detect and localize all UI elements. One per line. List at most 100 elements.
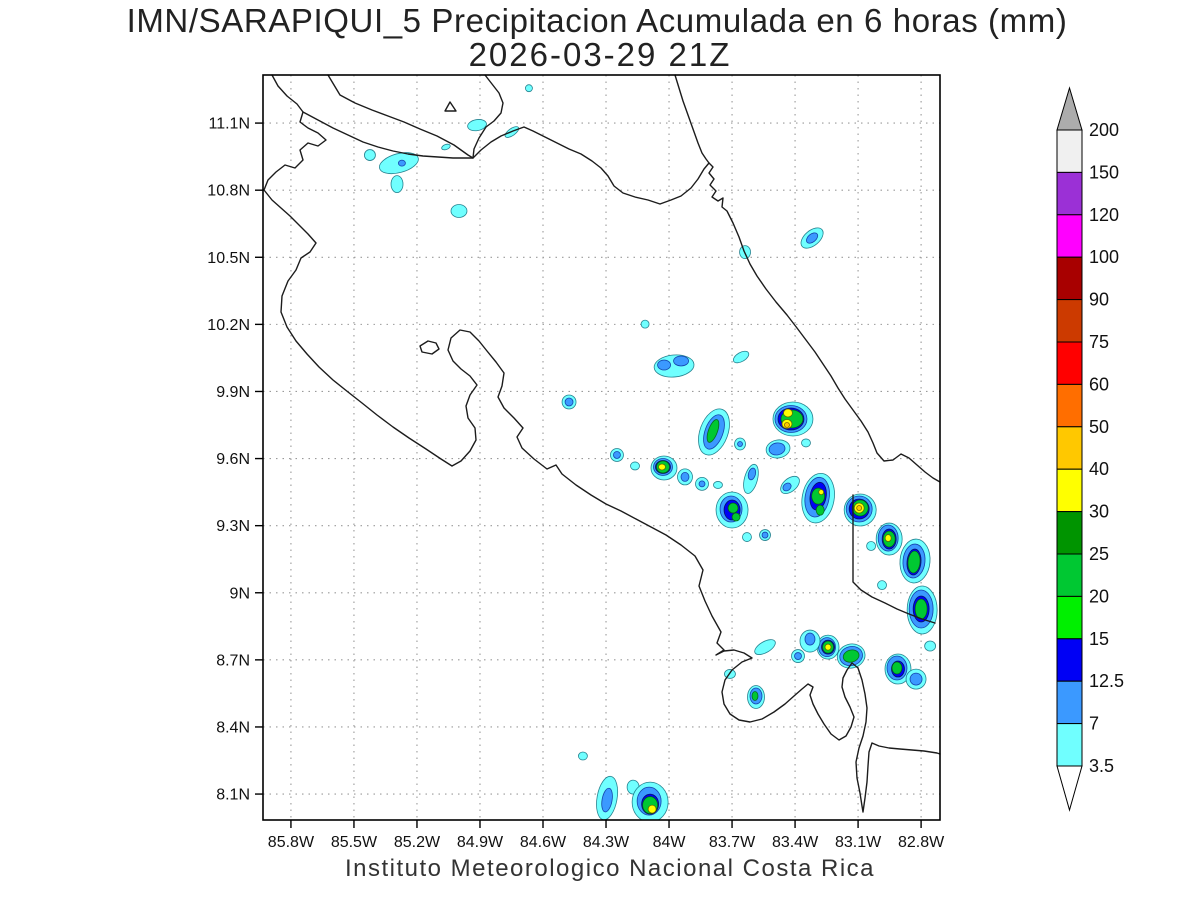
precip-cell xyxy=(610,448,624,462)
precip-contour-level-7 xyxy=(613,451,621,459)
colorbar-label: 7 xyxy=(1089,714,1099,734)
precip-contour-level-3.5 xyxy=(630,461,640,471)
precip-cell xyxy=(799,629,821,653)
precip-cell xyxy=(640,319,650,329)
precip-contour-level-7 xyxy=(804,632,816,646)
colorbar-segment xyxy=(1056,468,1083,513)
precip-contour-level-7 xyxy=(673,355,689,367)
border-panama xyxy=(852,494,936,624)
colorbar-label: 150 xyxy=(1089,162,1119,182)
lat-tick-label: 11.1N xyxy=(208,116,250,133)
precip-cell xyxy=(653,354,695,378)
precip-cell xyxy=(801,438,811,448)
precip-contour-level-3.5 xyxy=(467,119,487,132)
lat-tick-label: 10.5N xyxy=(207,250,250,267)
colorbar-label: 30 xyxy=(1089,502,1109,522)
precip-contour-level-7 xyxy=(698,480,706,488)
precip-cell xyxy=(561,394,577,410)
precip-contour-level-3.5 xyxy=(732,350,750,364)
precip-contour-level-3.5 xyxy=(364,149,376,161)
precip-contour-level-7 xyxy=(806,232,819,244)
precip-cell xyxy=(441,143,451,151)
precip-cell xyxy=(875,522,903,556)
precip-cell xyxy=(695,476,709,491)
precip-cell xyxy=(843,493,877,527)
map-footer: Instituto Meteorologico Nacional Costa R… xyxy=(345,855,875,882)
precip-cell xyxy=(698,408,730,456)
lon-tick-label: 83.7W xyxy=(709,834,756,851)
precip-contour-level-20 xyxy=(727,502,739,514)
coastline-lake-nicaragua xyxy=(327,74,504,159)
colorbar-segment xyxy=(1056,426,1083,470)
precip-contour-level-30 xyxy=(818,489,825,496)
lat-tick-label: 9.9N xyxy=(216,384,250,401)
colorbar-segment xyxy=(1056,171,1083,216)
colorbar-segment xyxy=(1056,680,1083,725)
precip-cell xyxy=(364,149,376,161)
island-chira xyxy=(419,340,440,355)
precip-cell xyxy=(713,481,723,489)
coastline-nicaragua-caribbean xyxy=(674,74,710,164)
precip-contour-level-3.5 xyxy=(578,751,588,761)
colorbar-arrow-top xyxy=(1056,86,1083,131)
precip-cell xyxy=(715,491,749,529)
lon-tick-label: 84W xyxy=(653,834,687,851)
colorbar-label: 120 xyxy=(1089,205,1119,225)
precip-cell xyxy=(677,468,693,486)
colorbar-legend: 200 150 120 100 90 75 60 50 40 30 25 20 15 12.5 7 3.5 xyxy=(1056,86,1124,812)
precip-contour-level-3.5 xyxy=(866,541,877,551)
precip-contour-level-20 xyxy=(706,419,720,443)
precip-contour-level-7 xyxy=(909,672,923,686)
lat-tick-label: 9N xyxy=(230,585,250,602)
colorbar-segment xyxy=(1056,341,1083,385)
colorbar-label: 200 xyxy=(1089,120,1119,140)
precip-contour-level-20 xyxy=(907,550,921,574)
precip-contour-level-7 xyxy=(794,652,802,660)
precip-cell xyxy=(816,634,840,660)
colorbar-label: 40 xyxy=(1089,459,1109,479)
colorbar-segment xyxy=(1056,256,1083,301)
precip-contour-level-3.5 xyxy=(877,580,887,591)
island-ometepe xyxy=(444,101,457,112)
precip-cell xyxy=(742,532,752,542)
precip-contour-level-30 xyxy=(824,643,832,651)
precip-cell xyxy=(801,472,835,524)
precip-contour-level-7 xyxy=(564,397,574,407)
precip-cell xyxy=(877,580,887,591)
precip-contour-level-7 xyxy=(657,359,671,371)
precip-contour-level-7 xyxy=(737,441,743,447)
precip-contour-level-7 xyxy=(768,442,786,456)
precip-contour-level-3.5 xyxy=(525,84,533,93)
precip-contour-level-20 xyxy=(914,598,928,620)
precip-contour-level-3.5 xyxy=(450,204,468,218)
precip-cell xyxy=(650,455,678,481)
lat-tick-label: 10.2N xyxy=(207,317,250,334)
precip-cell xyxy=(765,439,791,459)
lat-tick-label: 9.6N xyxy=(216,451,250,468)
colorbar-label: 25 xyxy=(1089,544,1109,564)
map-subtitle: 2026-03-29 21Z xyxy=(469,36,732,73)
precip-contour-level-3.5 xyxy=(924,640,937,652)
precip-cell xyxy=(747,685,765,709)
coastlines xyxy=(263,74,941,813)
precip-cell xyxy=(759,529,771,541)
lat-tick-label: 8.1N xyxy=(216,787,250,804)
plot-border xyxy=(262,74,941,821)
precip-cell xyxy=(743,463,759,494)
precip-contour-level-7 xyxy=(747,467,757,481)
colorbar-label: 100 xyxy=(1089,247,1119,267)
precip-cell xyxy=(732,350,750,364)
precip-contour-level-3.5 xyxy=(640,319,650,329)
coastline-pacific xyxy=(263,74,941,813)
colorbar-arrow-bottom xyxy=(1056,765,1083,812)
precip-contour-level-30 xyxy=(658,463,666,471)
precip-contour-level-40 xyxy=(784,422,790,428)
colorbar-segment xyxy=(1056,299,1083,343)
colorbar-segment xyxy=(1056,511,1083,555)
lon-tick-label: 84.9W xyxy=(457,834,504,851)
colorbar-label: 50 xyxy=(1089,417,1109,437)
precip-contour-level-30 xyxy=(647,804,657,814)
precip-contour-level-7 xyxy=(601,787,613,813)
colorbar-label: 75 xyxy=(1089,332,1109,352)
